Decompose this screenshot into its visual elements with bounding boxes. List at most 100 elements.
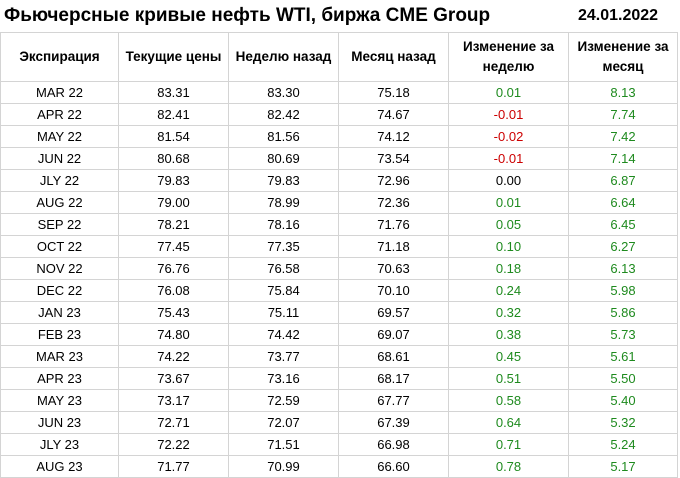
table-row: APR 23 73.67 73.16 68.17 0.51 5.50 <box>0 367 678 390</box>
cell-expiration: OCT 22 <box>0 235 119 258</box>
report-date: 24.01.2022 <box>578 7 659 24</box>
cell-week-ago: 80.69 <box>228 147 339 170</box>
table-row: JLY 22 79.83 79.83 72.96 0.00 6.87 <box>0 169 678 192</box>
cell-expiration: JAN 23 <box>0 301 119 324</box>
col-header-month-ago: Месяц назад <box>338 32 449 82</box>
cell-change-month: 5.98 <box>568 279 678 302</box>
cell-month-ago: 66.60 <box>338 455 449 478</box>
cell-change-month: 6.87 <box>568 169 678 192</box>
cell-week-ago: 77.35 <box>228 235 339 258</box>
cell-expiration: AUG 22 <box>0 191 119 214</box>
cell-change-month: 8.13 <box>568 81 678 104</box>
cell-week-ago: 72.07 <box>228 411 339 434</box>
cell-current-price: 81.54 <box>118 125 229 148</box>
table-row: JUN 22 80.68 80.69 73.54 -0.01 7.14 <box>0 147 678 170</box>
table-row: JUN 23 72.71 72.07 67.39 0.64 5.32 <box>0 411 678 434</box>
cell-change-week: 0.45 <box>448 345 569 368</box>
cell-change-week: 0.32 <box>448 301 569 324</box>
cell-month-ago: 70.63 <box>338 257 449 280</box>
cell-change-week: 0.10 <box>448 235 569 258</box>
cell-week-ago: 75.11 <box>228 301 339 324</box>
cell-current-price: 73.17 <box>118 389 229 412</box>
table-row: JAN 23 75.43 75.11 69.57 0.32 5.86 <box>0 301 678 324</box>
cell-month-ago: 70.10 <box>338 279 449 302</box>
cell-change-month: 6.27 <box>568 235 678 258</box>
cell-week-ago: 76.58 <box>228 257 339 280</box>
cell-month-ago: 74.67 <box>338 103 449 126</box>
cell-current-price: 79.00 <box>118 191 229 214</box>
cell-month-ago: 72.96 <box>338 169 449 192</box>
col-header-expiration: Экспирация <box>0 32 119 82</box>
cell-change-week: -0.01 <box>448 147 569 170</box>
cell-month-ago: 72.36 <box>338 191 449 214</box>
cell-current-price: 79.83 <box>118 169 229 192</box>
cell-expiration: AUG 23 <box>0 455 119 478</box>
cell-current-price: 76.08 <box>118 279 229 302</box>
cell-current-price: 74.80 <box>118 323 229 346</box>
table-header-row: Экспирация Текущие цены Неделю назад Мес… <box>0 32 678 82</box>
cell-expiration: MAY 22 <box>0 125 119 148</box>
cell-month-ago: 75.18 <box>338 81 449 104</box>
cell-current-price: 78.21 <box>118 213 229 236</box>
cell-change-week: 0.00 <box>448 169 569 192</box>
cell-current-price: 80.68 <box>118 147 229 170</box>
cell-change-month: 7.14 <box>568 147 678 170</box>
table-row: DEC 22 76.08 75.84 70.10 0.24 5.98 <box>0 279 678 302</box>
cell-month-ago: 67.77 <box>338 389 449 412</box>
table-row: MAR 23 74.22 73.77 68.61 0.45 5.61 <box>0 345 678 368</box>
cell-current-price: 83.31 <box>118 81 229 104</box>
cell-change-week: 0.71 <box>448 433 569 456</box>
table-row: MAY 22 81.54 81.56 74.12 -0.02 7.42 <box>0 125 678 148</box>
cell-week-ago: 72.59 <box>228 389 339 412</box>
cell-week-ago: 78.99 <box>228 191 339 214</box>
cell-month-ago: 71.18 <box>338 235 449 258</box>
cell-current-price: 72.22 <box>118 433 229 456</box>
cell-month-ago: 69.07 <box>338 323 449 346</box>
report-header: Фьючерсные кривые нефть WTI, биржа CME G… <box>0 0 680 32</box>
table-row: APR 22 82.41 82.42 74.67 -0.01 7.74 <box>0 103 678 126</box>
cell-change-week: 0.18 <box>448 257 569 280</box>
cell-month-ago: 71.76 <box>338 213 449 236</box>
cell-expiration: FEB 23 <box>0 323 119 346</box>
cell-month-ago: 68.61 <box>338 345 449 368</box>
col-header-change-month: Изменение за месяц <box>568 32 678 82</box>
table-row: FEB 23 74.80 74.42 69.07 0.38 5.73 <box>0 323 678 346</box>
cell-expiration: APR 23 <box>0 367 119 390</box>
cell-week-ago: 71.51 <box>228 433 339 456</box>
table-body: MAR 22 83.31 83.30 75.18 0.01 8.13 APR 22 82.41… <box>0 81 678 478</box>
cell-expiration: MAY 23 <box>0 389 119 412</box>
cell-expiration: JUN 22 <box>0 147 119 170</box>
cell-change-week: 0.64 <box>448 411 569 434</box>
cell-change-week: 0.24 <box>448 279 569 302</box>
cell-change-month: 6.64 <box>568 191 678 214</box>
cell-change-month: 6.13 <box>568 257 678 280</box>
cell-change-week: 0.01 <box>448 81 569 104</box>
cell-week-ago: 83.30 <box>228 81 339 104</box>
cell-week-ago: 74.42 <box>228 323 339 346</box>
cell-change-week: 0.51 <box>448 367 569 390</box>
col-header-change-week: Изменение за неделю <box>448 32 569 82</box>
cell-current-price: 76.76 <box>118 257 229 280</box>
cell-change-week: -0.01 <box>448 103 569 126</box>
cell-expiration: JLY 23 <box>0 433 119 456</box>
cell-change-week: 0.38 <box>448 323 569 346</box>
cell-change-month: 5.24 <box>568 433 678 456</box>
cell-month-ago: 74.12 <box>338 125 449 148</box>
cell-change-month: 5.86 <box>568 301 678 324</box>
cell-change-month: 7.74 <box>568 103 678 126</box>
cell-expiration: NOV 22 <box>0 257 119 280</box>
cell-current-price: 72.71 <box>118 411 229 434</box>
cell-expiration: MAR 23 <box>0 345 119 368</box>
table-row: MAY 23 73.17 72.59 67.77 0.58 5.40 <box>0 389 678 412</box>
cell-expiration: JUN 23 <box>0 411 119 434</box>
cell-week-ago: 75.84 <box>228 279 339 302</box>
cell-week-ago: 78.16 <box>228 213 339 236</box>
report-title: Фьючерсные кривые нефть WTI, биржа CME G… <box>4 5 491 26</box>
cell-week-ago: 73.77 <box>228 345 339 368</box>
cell-expiration: DEC 22 <box>0 279 119 302</box>
cell-current-price: 82.41 <box>118 103 229 126</box>
table-row: SEP 22 78.21 78.16 71.76 0.05 6.45 <box>0 213 678 236</box>
cell-week-ago: 82.42 <box>228 103 339 126</box>
cell-change-week: 0.58 <box>448 389 569 412</box>
cell-change-week: -0.02 <box>448 125 569 148</box>
